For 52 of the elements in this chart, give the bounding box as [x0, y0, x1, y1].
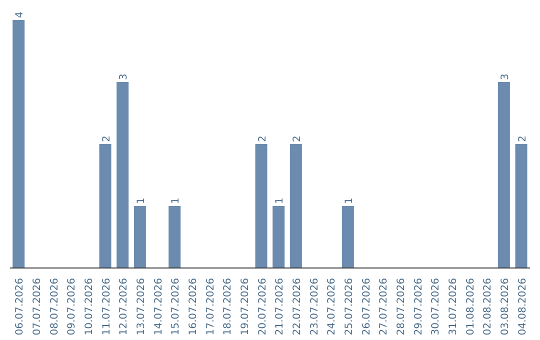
x-tick-label: 23.07.2026 [309, 278, 320, 336]
x-tick-label: 15.07.2026 [170, 278, 182, 336]
x-tick-label: 27.07.2026 [378, 278, 390, 336]
x-tick-label: 10.07.2026 [84, 278, 95, 336]
bar [134, 206, 146, 268]
x-tick-label: 24.07.2026 [326, 278, 338, 336]
bar [498, 82, 510, 268]
bar [168, 206, 181, 268]
x-tick-label: 20.07.2026 [257, 278, 268, 336]
x-tick-label: 22.07.2026 [292, 278, 303, 336]
x-tick-label: 19.07.2026 [240, 278, 251, 336]
bar [255, 144, 268, 268]
x-tick-label: 30.07.2026 [430, 278, 442, 336]
bar [99, 144, 112, 268]
data-label: 2 [292, 136, 303, 142]
x-tick-label: 08.07.2026 [49, 278, 60, 336]
x-tick-label: 09.07.2026 [66, 278, 78, 336]
bar [342, 206, 354, 268]
x-tick-label: 01.08.2026 [465, 278, 476, 336]
bar [12, 20, 25, 268]
bar [290, 144, 302, 268]
data-label: 2 [101, 136, 112, 142]
data-label: 2 [517, 136, 528, 142]
x-tick-label: 04.08.2026 [517, 278, 528, 336]
data-label: 3 [500, 74, 511, 80]
bar [272, 206, 285, 268]
x-tick-label: 16.07.2026 [188, 278, 199, 336]
bar [515, 144, 528, 268]
x-tick-label: 03.08.2026 [500, 278, 511, 336]
data-label: 4 [14, 12, 26, 18]
data-label: 1 [274, 198, 286, 204]
x-tick-label: 21.07.2026 [274, 278, 286, 336]
x-tick-label: 13.07.2026 [136, 278, 147, 336]
data-label: 2 [257, 136, 268, 142]
x-tick-label: 17.07.2026 [205, 278, 216, 336]
x-tick-label: 31.07.2026 [448, 278, 459, 336]
data-label: 1 [170, 198, 182, 204]
data-label: 1 [344, 198, 355, 204]
x-tick-label: 29.07.2026 [413, 278, 424, 336]
bar [116, 82, 129, 268]
x-tick-label: 28.07.2026 [396, 278, 407, 336]
x-tick-label: 18.07.2026 [222, 278, 234, 336]
x-tick-label: 07.07.2026 [32, 278, 43, 336]
x-tick-label: 11.07.2026 [101, 278, 112, 336]
data-label: 3 [118, 74, 130, 80]
x-tick-label: 06.07.2026 [14, 278, 26, 336]
x-tick-label: 14.07.2026 [153, 278, 164, 336]
x-tick-label: 25.07.2026 [344, 278, 355, 336]
x-tick-label: 26.07.2026 [361, 278, 372, 336]
x-tick-label: 02.08.2026 [482, 278, 494, 336]
x-tick-label: 12.07.2026 [118, 278, 130, 336]
data-label: 1 [136, 198, 147, 204]
